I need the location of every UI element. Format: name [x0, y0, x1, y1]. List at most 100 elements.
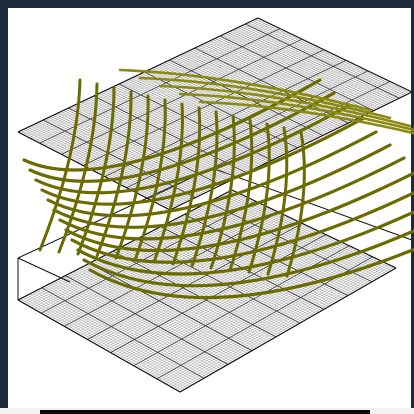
beam [22, 78, 322, 172]
top-mesh-line-v [83, 100, 237, 178]
bottom-mesh-line-v [167, 222, 332, 306]
beam [138, 76, 392, 120]
bottom-mesh-outline [179, 267, 397, 393]
top-mesh-line-u [80, 48, 322, 165]
bottom-mesh-line-v [63, 276, 226, 366]
bottom-mesh-line-v [41, 287, 205, 379]
bottom-mesh-line-v [224, 193, 389, 273]
top-mesh-line-v [235, 28, 390, 104]
bottom-frame-edge [17, 257, 71, 283]
bottom-mesh-outline [17, 299, 181, 393]
beam [209, 114, 236, 270]
bottom-mesh-outline [17, 189, 233, 301]
top-mesh-line-v [73, 105, 227, 183]
top-mesh-line-v [255, 19, 410, 94]
top-mesh-line-u [57, 36, 298, 153]
top-mesh-line-v [101, 92, 255, 170]
top-mesh-outline [17, 17, 259, 133]
top-mesh-line-u [54, 35, 296, 152]
bottom-mesh-line-v [165, 224, 329, 307]
beam [88, 247, 414, 300]
bottom-mesh-line-v [48, 283, 212, 375]
top-mesh-line-v [103, 91, 257, 168]
top-mesh-line-v [245, 23, 400, 99]
beam [70, 190, 414, 264]
beam [190, 110, 219, 268]
top-mesh-line-v [38, 122, 191, 201]
top-mesh-line-v [242, 25, 397, 100]
top-mesh-line-u [122, 68, 364, 186]
top-mesh-line-v [250, 21, 405, 96]
top-mesh-line-u [46, 31, 287, 147]
top-mesh-line-v [149, 69, 303, 146]
top-mesh-line-u [59, 37, 300, 154]
bottom-mesh-line-v [60, 277, 224, 368]
beam [82, 229, 414, 288]
top-mesh-line-u [76, 46, 318, 163]
top-mesh-line-u [89, 52, 331, 169]
top-mesh-line-v [217, 37, 372, 113]
beam [171, 106, 202, 266]
bottom-mesh-line-v [115, 249, 279, 336]
beam [40, 117, 364, 206]
beam [266, 126, 289, 276]
top-mesh-line-v [237, 27, 392, 103]
bottom-mesh-line-v [146, 233, 310, 318]
bottom-mesh-line-v [72, 271, 236, 361]
top-mesh-line-v [240, 26, 395, 101]
top-mesh-line-u [72, 44, 314, 161]
top-mesh-line-v [230, 31, 385, 106]
bottom-mesh-line-v [201, 205, 365, 287]
top-mesh-line-v [136, 75, 290, 152]
beam [34, 104, 350, 195]
top-mesh-line-v [78, 103, 232, 181]
top-mesh-line-v [35, 123, 188, 202]
top-mesh-line-v [172, 58, 326, 135]
top-mesh-line-u [50, 33, 292, 149]
beam [52, 143, 392, 229]
top-mesh-line-v [146, 70, 300, 147]
top-mesh-line-v [98, 93, 252, 171]
bottom-mesh-line-v [77, 269, 241, 358]
top-mesh-line-v [144, 71, 298, 149]
window-top-edge [0, 0, 414, 8]
beam [76, 86, 116, 256]
bottom-mesh-line-v [181, 215, 346, 298]
top-mesh-line-v [134, 76, 288, 154]
top-mesh-line-v [76, 104, 229, 182]
top-mesh-line-u [63, 40, 305, 156]
top-mesh-line-u [30, 24, 272, 139]
beam [95, 90, 133, 258]
top-mesh-line-u [156, 85, 399, 204]
top-mesh-line-v [225, 33, 379, 109]
top-mesh-line-v [93, 95, 247, 174]
top-mesh-line-v [118, 83, 273, 161]
top-mesh-line-v [179, 55, 334, 131]
top-mesh-line-v [96, 94, 250, 172]
bottom-mesh-line-v [51, 282, 214, 373]
bottom-mesh-line-v [79, 268, 243, 357]
top-mesh-line-u [93, 54, 336, 172]
top-mesh-line-u [74, 45, 316, 162]
bottom-mesh-line-v [36, 290, 200, 382]
bottom-mesh-line-v [32, 292, 195, 384]
beam [57, 82, 99, 254]
bottom-mesh-line-v [148, 232, 313, 317]
top-mesh-outline [257, 17, 413, 93]
beam [38, 78, 82, 252]
beam [114, 94, 150, 260]
top-mesh-line-v [252, 20, 407, 95]
beam [228, 118, 254, 272]
beam [28, 91, 336, 183]
top-mesh-line-v [70, 106, 224, 185]
bottom-mesh-line-v [110, 252, 274, 339]
bottom-mesh-line-v [222, 194, 387, 274]
top-mesh-line-v [197, 46, 351, 122]
bottom-mesh-line-v [134, 239, 298, 325]
top-mesh-line-u [20, 18, 261, 134]
bottom-mesh-line-v [136, 238, 301, 324]
top-mesh-line-v [129, 79, 283, 156]
beam [247, 122, 271, 274]
beam [152, 102, 184, 264]
